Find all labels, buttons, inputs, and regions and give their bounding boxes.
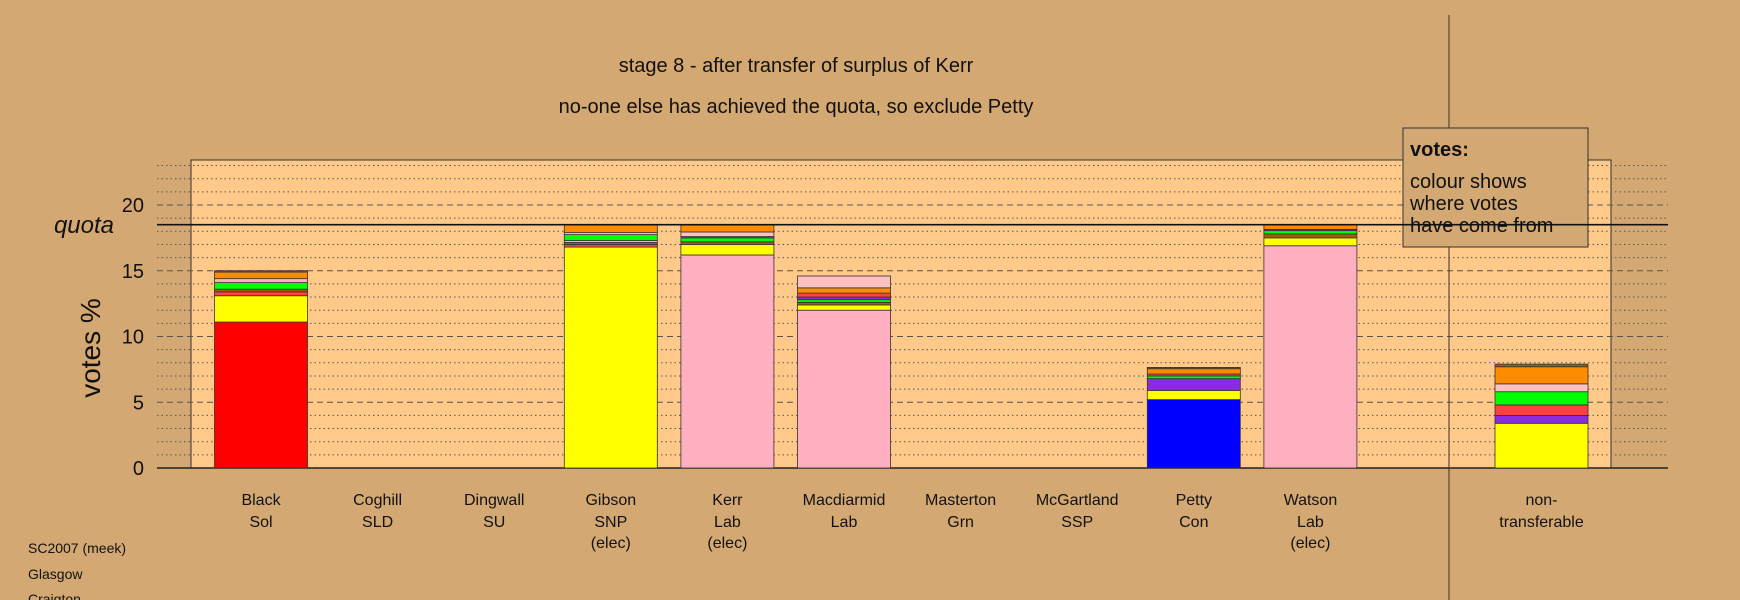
bar-segment-petty-Other [1146, 367, 1241, 370]
category-party: SNP [594, 514, 627, 531]
bar-segment-black-SLD [214, 271, 308, 280]
category-name: Petty [1176, 492, 1212, 509]
bar-segment-macdiarmid-SNP [797, 304, 891, 311]
category-party: SU [483, 514, 505, 531]
legend-box: votes: colour shows where votes have com… [1402, 127, 1589, 248]
category-party: Lab [714, 514, 741, 531]
bar-segment-gibson-Grn [563, 234, 658, 241]
y-tick-label: 20 [122, 195, 144, 217]
y-tick-label: 15 [122, 261, 144, 283]
bar-segment-petty-Misc [1146, 378, 1241, 391]
category-elected: (elec) [707, 535, 747, 552]
bar-segment-black-Sol [214, 321, 308, 469]
bar-segment-watson-SNP [1263, 237, 1358, 247]
legend-title: votes: [1410, 139, 1469, 161]
bar-segment-black-Grn [214, 282, 308, 290]
category-name: Kerr [712, 492, 743, 509]
bar-segment-macdiarmid-SLD [797, 287, 891, 294]
gridlines [157, 165, 1668, 469]
bar-segment-watson-Other [1263, 233, 1358, 239]
legend-line-1: colour shows [1410, 171, 1527, 193]
legend-line-2: where votes [1409, 193, 1518, 215]
category-party: Grn [947, 514, 974, 531]
bar-segment-nontransferable-SSP [1494, 404, 1589, 416]
bar-segment-kerr-Lab [680, 254, 775, 469]
footer-line-2: Glasgow [28, 566, 83, 582]
category-name: Macdiarmid [803, 492, 886, 509]
category-party: Lab [1297, 514, 1324, 531]
category-elected: (elec) [1290, 535, 1330, 552]
x-axis-labels: Black Sol Coghill SLD Dingwall SU Gibson SNP (el… [241, 492, 1583, 552]
category-name: non- [1525, 492, 1557, 509]
bar-segment-kerr-SNP [680, 244, 775, 256]
category-party: Con [1179, 514, 1208, 531]
category-party: Lab [831, 514, 858, 531]
category-name: Gibson [585, 492, 636, 509]
bar-segment-nontransferable-SNP [1494, 422, 1589, 469]
category-party: SLD [362, 514, 393, 531]
bar-segment-kerr-SLD [680, 224, 775, 233]
bar-segment-kerr-Pale [680, 231, 775, 237]
bar-segment-black-Lab [214, 278, 308, 283]
category-name: Watson [1284, 492, 1338, 509]
category-name-2: transferable [1499, 514, 1584, 531]
quota-label: quota [54, 212, 114, 239]
bar-segment-nontransferable-Other [1494, 363, 1589, 368]
plot-area [190, 159, 1612, 469]
bars [214, 224, 1589, 469]
category-name: McGartland [1036, 492, 1119, 509]
chart-title: stage 8 - after transfer of surplus of K… [619, 55, 974, 77]
chart-subtitle: no-one else has achieved the quota, so e… [559, 96, 1034, 118]
bar-segment-macdiarmid-SSP [797, 292, 891, 298]
category-name: Coghill [353, 492, 402, 509]
bar-segment-black-Misc [214, 270, 308, 273]
bar-segment-gibson-SNP [563, 246, 658, 469]
category-party: SSP [1061, 514, 1093, 531]
bar-segment-nontransferable-Misc [1494, 414, 1589, 424]
bar-segment-gibson-SLD [563, 224, 658, 234]
bar-segment-petty-SNP [1146, 390, 1241, 401]
bar-segment-macdiarmid-Pale [797, 275, 891, 289]
category-name: Black [241, 492, 281, 509]
category-name: Dingwall [464, 492, 524, 509]
y-tick-label: 0 [133, 458, 144, 480]
bar-segment-nontransferable-SLD [1494, 366, 1589, 385]
bar-segment-nontransferable-Pale [1494, 383, 1589, 393]
bar-segment-macdiarmid-Lab [797, 309, 891, 469]
bar-segment-petty-SLD [1146, 368, 1241, 375]
legend-line-3: have come from [1410, 215, 1553, 237]
bar-segment-watson-Lab [1263, 245, 1358, 469]
bar-segment-nontransferable-Grn [1494, 391, 1589, 406]
y-tick-label: 5 [133, 392, 144, 414]
footer-line-3: Craigton [28, 591, 81, 600]
y-tick-label: 10 [122, 327, 144, 349]
category-elected: (elec) [591, 535, 631, 552]
bar-segment-kerr-Grn [680, 237, 775, 243]
y-axis-label: votes % [75, 298, 106, 398]
bar-segment-watson-Grn [1263, 230, 1358, 235]
category-party: Sol [249, 514, 272, 531]
category-name: Masterton [925, 492, 996, 509]
bar-segment-petty-Con [1146, 399, 1241, 469]
bar-segment-black-SNP [214, 295, 308, 323]
y-axis: 0 5 10 15 20 [122, 195, 144, 480]
footer-line-1: SC2007 (meek) [28, 540, 126, 556]
bar-segment-black-SSP [214, 291, 308, 297]
